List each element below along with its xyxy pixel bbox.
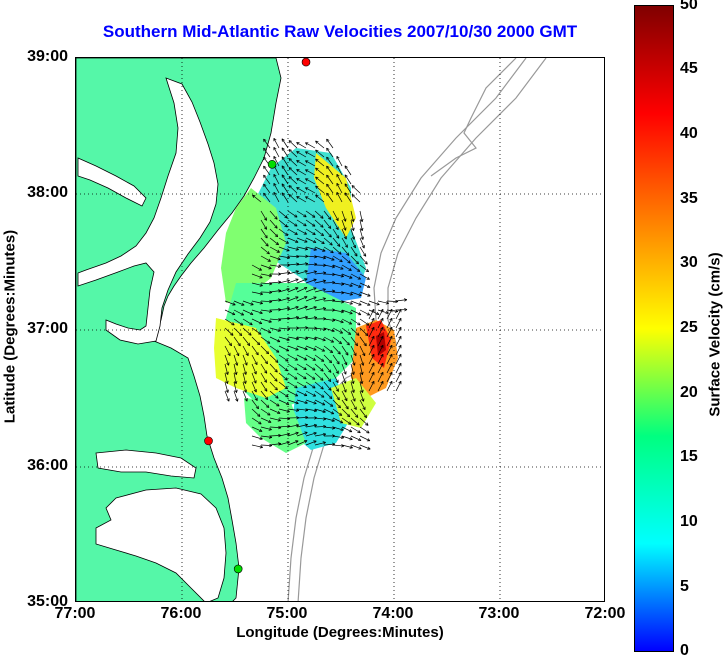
velocity-arrow (351, 427, 360, 433)
velocity-arrow (360, 319, 369, 325)
velocity-arrow (345, 166, 351, 175)
velocity-arrow (289, 140, 297, 148)
velocity-arrow (297, 142, 306, 148)
colorbar-tick-label: 40 (680, 125, 710, 143)
velocity-arrow (315, 141, 324, 148)
y-axis-label: Latitude (Degrees:Minutes) (2, 177, 19, 477)
colorbar-tick-label: 45 (680, 60, 710, 78)
map-canvas (76, 58, 605, 602)
station-marker (205, 437, 213, 445)
velocity-arrow (305, 143, 315, 148)
velocity-arrow (352, 195, 360, 202)
colorbar-tick-label: 50 (680, 0, 710, 14)
velocity-arrow (282, 148, 288, 157)
x-tick-label: 73:00 (469, 605, 529, 623)
velocity-arrow (352, 186, 360, 193)
velocity-arrow (264, 166, 270, 175)
x-tick-label: 76:00 (151, 605, 211, 623)
colorbar-tick-label: 0 (680, 642, 710, 660)
velocity-arrow (327, 139, 333, 148)
station-marker (268, 160, 276, 168)
colorbar-tick-label: 35 (680, 190, 710, 208)
colorbar-label: Surface Velocity (cm/s) (707, 185, 724, 485)
x-tick-label: 72:00 (575, 605, 635, 623)
colorbar (634, 5, 674, 652)
station-marker (234, 565, 242, 573)
colorbar-tick-label: 5 (680, 578, 710, 596)
bathymetry-contour (431, 58, 516, 176)
map-title: Southern Mid-Atlantic Raw Velocities 200… (75, 22, 605, 42)
x-tick-label: 75:00 (257, 605, 317, 623)
map-plot-area[interactable] (75, 57, 605, 602)
x-tick-label: 77:00 (45, 605, 105, 623)
velocity-arrow (282, 139, 288, 148)
y-tick-label: 39:00 (8, 48, 68, 66)
colorbar-tick-label: 15 (680, 448, 710, 466)
colorbar-tick-label: 10 (680, 513, 710, 531)
colorbar-tick-label: 20 (680, 384, 710, 402)
velocity-arrow (360, 427, 369, 433)
colorbar-tick-label: 25 (680, 319, 710, 337)
colorbar-tick-label: 30 (680, 254, 710, 272)
x-tick-label: 74:00 (363, 605, 423, 623)
station-marker (302, 58, 310, 66)
x-axis-label: Longitude (Degrees:Minutes) (75, 624, 605, 641)
